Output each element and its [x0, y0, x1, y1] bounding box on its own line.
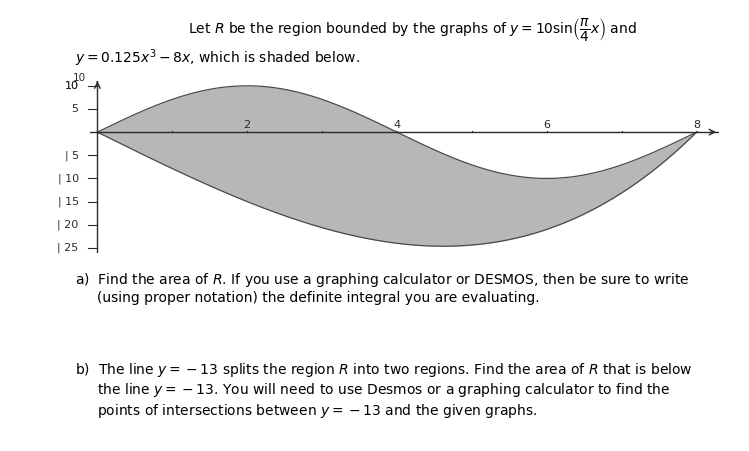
Text: $y = 0.125x^3 - 8x$, which is shaded below.: $y = 0.125x^3 - 8x$, which is shaded bel…: [75, 47, 360, 69]
Text: | 20: | 20: [58, 220, 79, 230]
Text: | 25: | 25: [58, 243, 79, 253]
Text: 8: 8: [693, 120, 700, 130]
Text: b)  The line $y = -13$ splits the region $R$ into two regions. Find the area of : b) The line $y = -13$ splits the region …: [75, 361, 693, 420]
Text: | 5: | 5: [64, 150, 79, 161]
Text: | 15: | 15: [58, 196, 79, 207]
Text: 2: 2: [243, 120, 251, 130]
Text: 10: 10: [64, 81, 79, 91]
Text: 10: 10: [64, 81, 79, 91]
Text: a)  Find the area of $R$. If you use a graphing calculator or DESMOS, then be su: a) Find the area of $R$. If you use a gr…: [75, 271, 689, 305]
Text: Let $R$ be the region bounded by the graphs of $y = 10\sin\!\left(\dfrac{\pi}{4}: Let $R$ be the region bounded by the gra…: [187, 16, 637, 43]
Text: 6: 6: [543, 120, 551, 130]
Text: 5: 5: [72, 104, 79, 114]
Text: | 10: | 10: [58, 173, 79, 184]
Text: 10: 10: [73, 74, 86, 83]
Text: 4: 4: [393, 120, 401, 130]
